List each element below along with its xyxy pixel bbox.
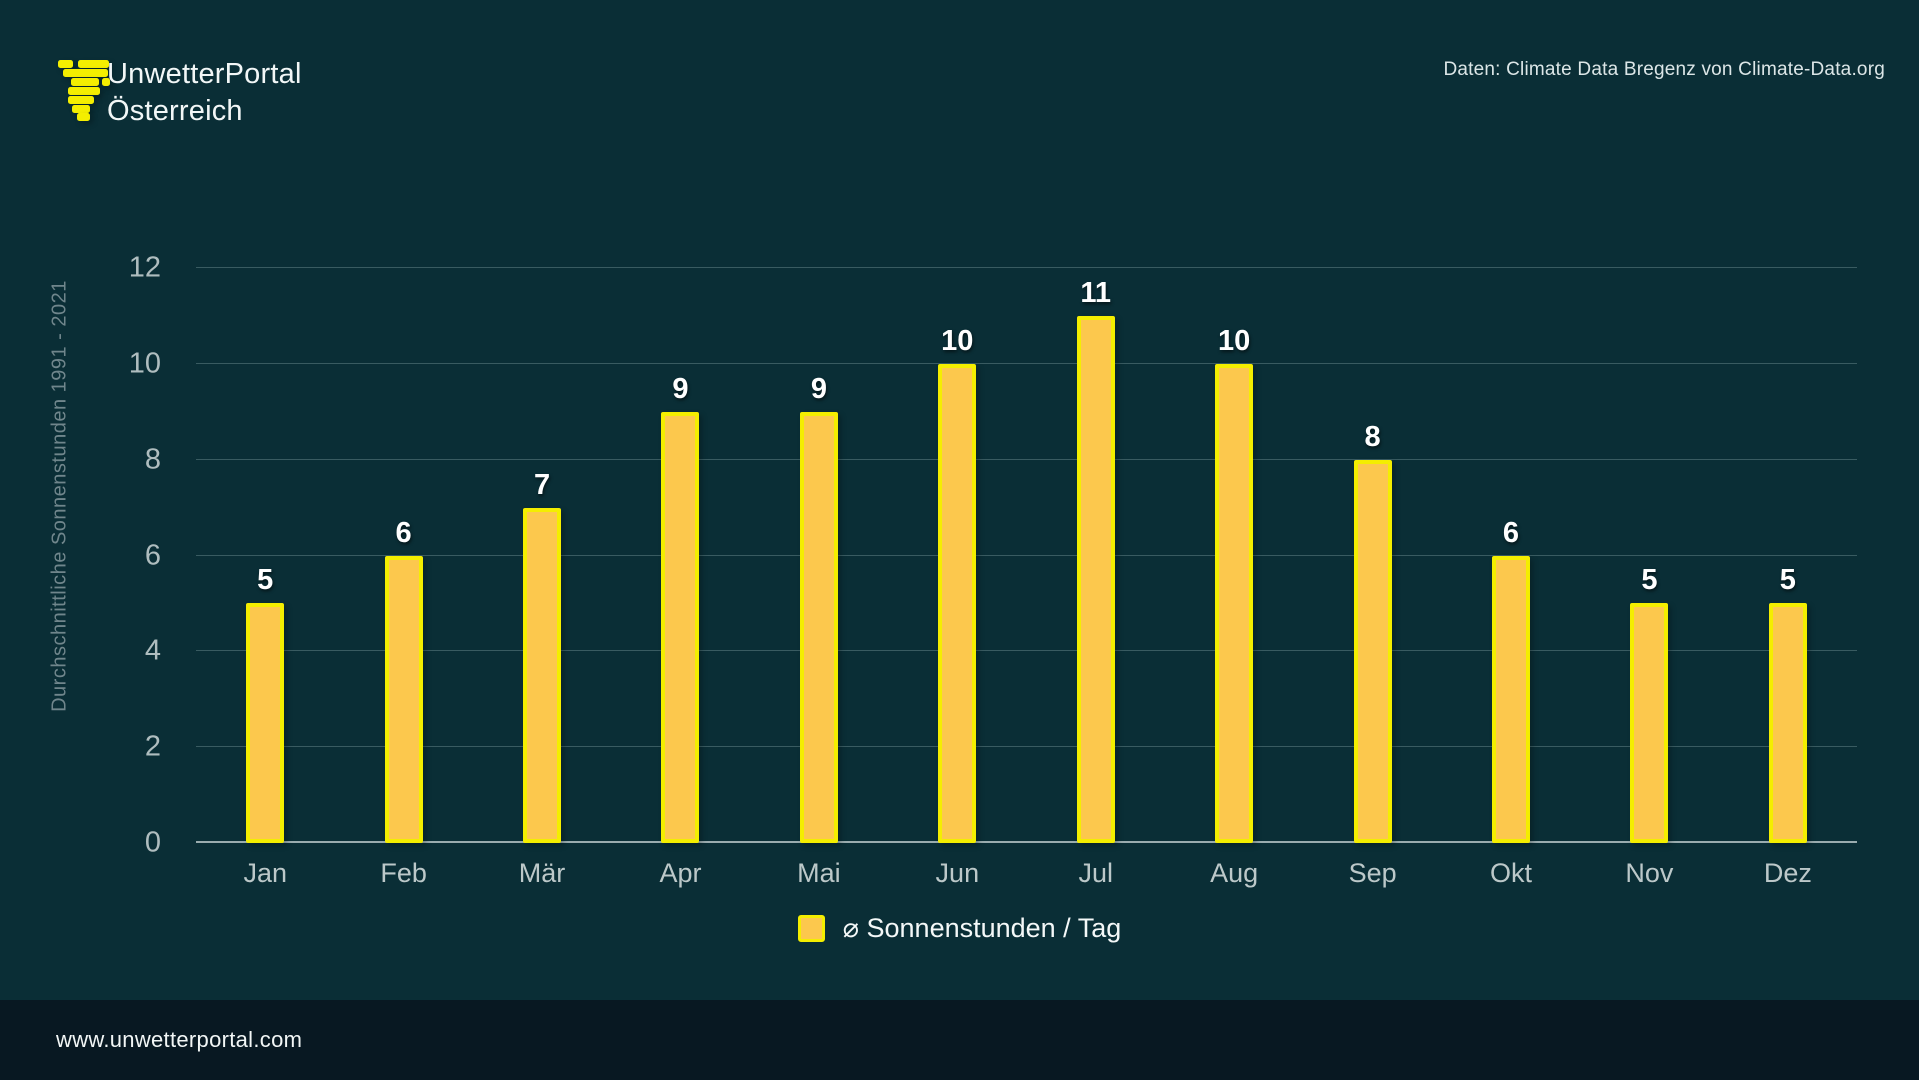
bar-value-label: 5 [1779,564,1796,597]
bars-container: 5 6 7 9 9 10 11 10 8 6 5 5 [196,268,1857,843]
bar-sep[interactable]: 8 [1353,421,1392,843]
bar-slot: 5 [1580,268,1718,843]
bar-dez[interactable]: 5 [1768,564,1807,843]
data-source-note: Daten: Climate Data Bregenz von Climate-… [1443,59,1885,80]
bar-nov[interactable]: 5 [1630,564,1669,843]
bar-slot: 9 [750,268,888,843]
gridline [196,458,1857,460]
bar-slot: 5 [196,268,334,843]
bar-slot: 6 [334,268,472,843]
bar-slot: 11 [1027,268,1165,843]
gridline [196,362,1857,364]
bar-slot: 10 [1165,268,1303,843]
x-tick-label-dez: Dez [1763,858,1812,888]
bar-chart-plot: 0 2 4 6 8 10 12 5 6 7 9 9 10 11 10 8 6 5 5 [129,252,1857,859]
x-tick-label-nov: Nov [1625,858,1674,888]
bar-value-label: 5 [1641,564,1658,597]
bar-value-label: 9 [672,372,689,405]
bar-value-label: 6 [395,516,412,549]
tornado-icon [58,60,114,121]
bar-apr[interactable]: 9 [661,373,700,843]
y-tick-label: 8 [144,443,161,476]
brand-line1: UnwetterPortal [107,58,302,90]
brand-title: UnwetterPortal Österreich [107,56,302,130]
bar-slot: 5 [1719,268,1857,843]
x-tick-label-aug: Aug [1210,858,1259,888]
gridline [196,554,1857,556]
x-axis-labels: Jan Feb Mär Apr Mai Jun Jul Aug Sep Okt Nov Dez [196,858,1857,889]
y-tick-label: 6 [144,539,161,571]
brand-line2: Österreich [107,95,243,127]
legend-swatch-icon [797,915,825,942]
bar-value-label: 10 [1218,324,1251,357]
x-tick-label-mai: Mai [797,858,841,888]
y-tick-label: 12 [128,251,161,284]
header: UnwetterPortal Österreich Daten: Climate… [0,0,1919,150]
gridline [196,650,1857,652]
bar-mai[interactable]: 9 [799,373,838,843]
y-tick-label: 0 [144,826,161,859]
x-tick-label-apr: Apr [659,858,702,888]
bar-value-label: 10 [941,324,974,357]
bar-mär[interactable]: 7 [523,469,562,843]
bar-feb[interactable]: 6 [384,517,423,843]
bar-value-label: 7 [533,468,551,501]
y-tick-label: 2 [144,730,161,763]
x-tick-label-jul: Jul [1078,858,1113,888]
bar-jun[interactable]: 10 [938,325,977,843]
y-tick-label: 4 [144,634,161,667]
bar-value-label: 6 [1502,516,1520,549]
bar-slot: 8 [1303,268,1441,843]
bar-value-label: 8 [1364,420,1381,453]
footer-url: www.unwetterportal.com [56,1027,303,1052]
bar-value-label: 11 [1080,276,1112,309]
bar-aug[interactable]: 10 [1215,325,1254,843]
legend: ⌀ Sonnenstunden / Tag [0,913,1919,944]
x-tick-label-feb: Feb [380,858,427,888]
bar-slot: 9 [611,268,749,843]
bar-value-label: 5 [257,564,274,597]
x-tick-label-sep: Sep [1348,858,1397,888]
bar-jul[interactable]: 11 [1076,277,1115,843]
bar-slot: 7 [473,268,611,843]
y-axis-title: Durchschnittliche Sonnenstunden 1991 - 2… [48,280,71,712]
gridline [196,267,1857,268]
bar-slot: 10 [888,268,1026,843]
gridline [196,746,1857,748]
x-tick-label-jan: Jan [243,858,287,888]
x-tick-label-okt: Okt [1490,858,1533,888]
x-axis-line [196,841,1857,843]
bar-okt[interactable]: 6 [1492,517,1530,843]
y-tick-label: 10 [128,347,161,380]
bar-value-label: 9 [810,372,827,405]
x-tick-label-mär: Mär [518,858,566,888]
x-tick-label-jun: Jun [935,858,980,888]
bar-jan[interactable]: 5 [246,564,285,843]
legend-label: ⌀ Sonnenstunden / Tag [842,913,1122,943]
footer: www.unwetterportal.com [0,1000,1919,1080]
bar-slot: 6 [1442,268,1580,843]
